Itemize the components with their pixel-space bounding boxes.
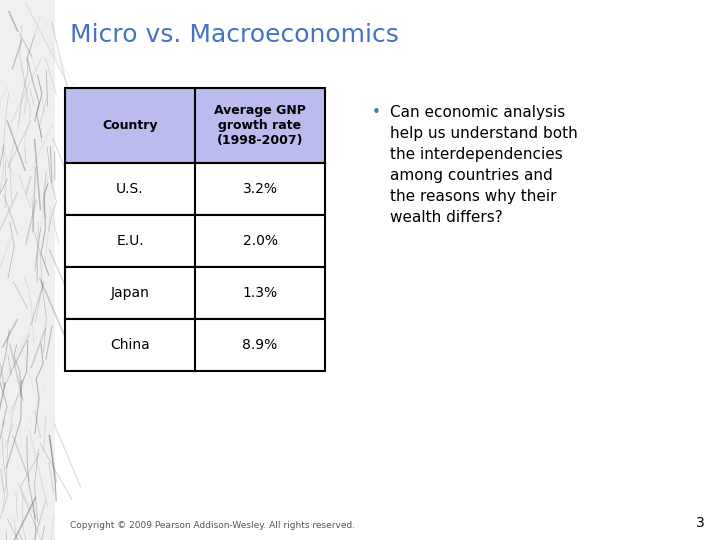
Text: Copyright © 2009 Pearson Addison-Wesley. All rights reserved.: Copyright © 2009 Pearson Addison-Wesley.… xyxy=(70,521,355,530)
Bar xyxy=(65,267,325,319)
Text: China: China xyxy=(110,338,150,352)
Text: 3.2%: 3.2% xyxy=(243,182,277,196)
Text: E.U.: E.U. xyxy=(116,234,144,248)
Text: Country: Country xyxy=(102,119,158,132)
Text: 1.3%: 1.3% xyxy=(243,286,278,300)
Text: Average GNP
growth rate
(1998-2007): Average GNP growth rate (1998-2007) xyxy=(214,104,306,147)
Text: 8.9%: 8.9% xyxy=(243,338,278,352)
Text: Can economic analysis
help us understand both
the interdependencies
among countr: Can economic analysis help us understand… xyxy=(390,105,577,225)
Text: 3: 3 xyxy=(696,516,705,530)
Bar xyxy=(65,88,325,163)
Text: Micro vs. Macroeconomics: Micro vs. Macroeconomics xyxy=(70,23,399,47)
Text: Japan: Japan xyxy=(111,286,150,300)
Text: 2.0%: 2.0% xyxy=(243,234,277,248)
Bar xyxy=(65,215,325,267)
Text: U.S.: U.S. xyxy=(116,182,144,196)
Bar xyxy=(0,0,55,540)
Bar xyxy=(65,319,325,371)
Text: •: • xyxy=(372,105,380,120)
Bar xyxy=(65,163,325,215)
